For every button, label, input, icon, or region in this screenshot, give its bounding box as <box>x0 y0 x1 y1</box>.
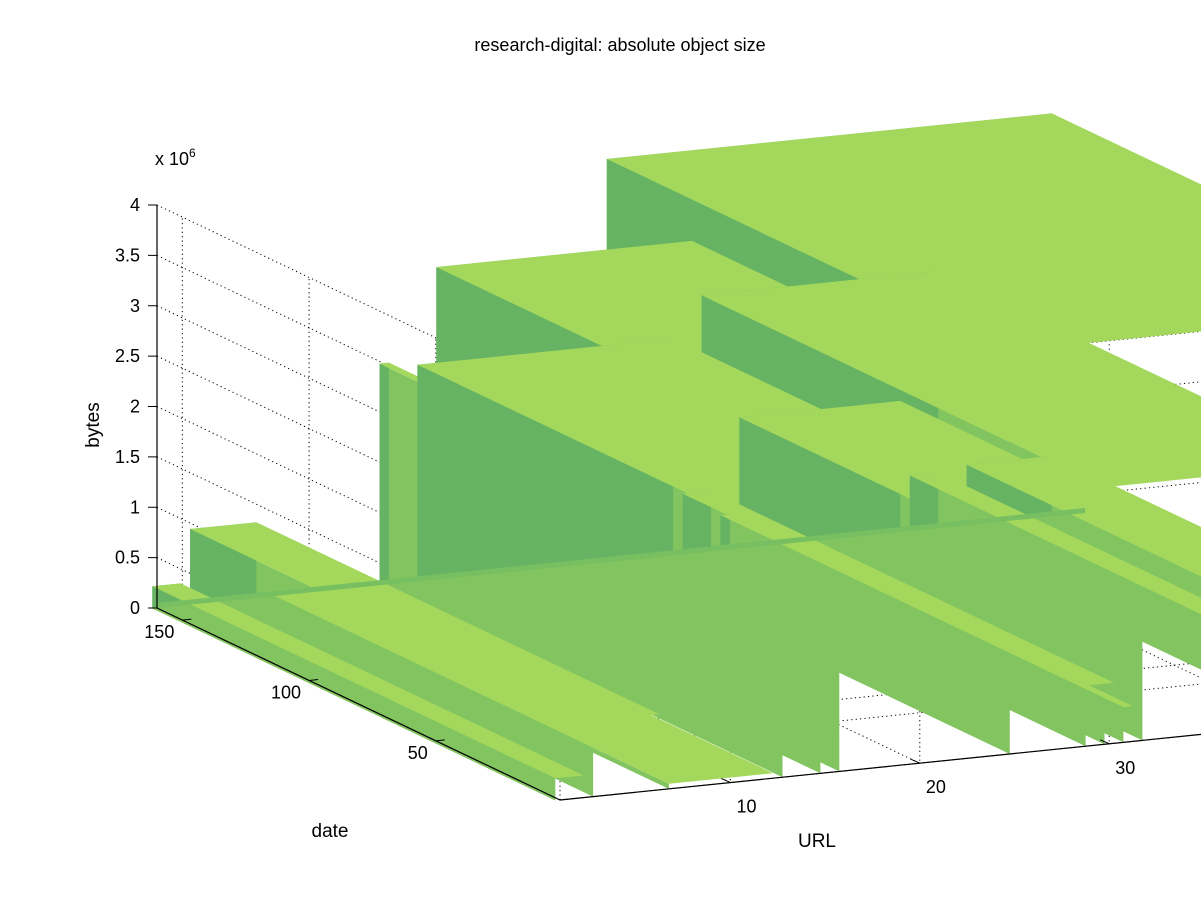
surface-wall-side <box>720 515 1124 743</box>
surface-wall-ridge <box>720 514 1133 708</box>
chart-title: research-digital: absolute object size <box>474 35 765 55</box>
axes-layer: 00.511.522.533.54501001501020304050 <box>115 195 1201 817</box>
surface-wall-ridge <box>606 113 1201 351</box>
x-tick-label: 10 <box>736 797 756 817</box>
x-axis-line <box>559 733 1201 801</box>
surface-wall-side <box>265 591 669 789</box>
z-axis-label: bytes <box>83 402 104 447</box>
x-tick-mark <box>1100 739 1110 745</box>
y-tick-mark <box>309 678 319 681</box>
surface-wall-side <box>909 475 1201 670</box>
surface-wall-ridge <box>152 583 584 779</box>
z-tick-label: 4 <box>130 195 140 215</box>
y-tick-label: 50 <box>408 743 428 763</box>
surface-wall-side <box>152 586 556 801</box>
z-tick-label: 0 <box>130 598 140 618</box>
x-axis-label: URL <box>798 831 836 852</box>
y-axis-line <box>156 607 561 801</box>
surface-wall-ridge <box>909 472 1201 615</box>
y-tick-mark <box>182 618 192 621</box>
z-tick-label: 0.5 <box>115 548 140 568</box>
surface-wall-front <box>720 514 730 551</box>
x-tick-mark <box>910 758 921 764</box>
x-tick-label: 30 <box>1115 758 1135 778</box>
surface-wall-front <box>909 472 939 531</box>
y-tick-label: 150 <box>144 622 174 642</box>
y-tick-label: 100 <box>271 682 301 702</box>
y-tick-mark <box>435 739 445 742</box>
surface-base <box>157 508 1085 608</box>
x-tick-label: 20 <box>926 777 946 797</box>
z-tick-label: 2 <box>130 397 140 417</box>
surface-wall-ridge <box>966 455 1201 577</box>
surface-wall-front <box>682 490 711 555</box>
surface-wall-front <box>379 362 389 586</box>
z-exponent-label: x 106 <box>155 146 196 169</box>
z-tick-label: 2.5 <box>115 346 140 366</box>
x-tick-mark <box>721 778 731 784</box>
z-tick-label: 1.5 <box>115 447 140 467</box>
surface-layer <box>152 113 1201 801</box>
y-axis-label: date <box>312 821 349 842</box>
surface-wall-ridge <box>701 271 1201 488</box>
z-tick-label: 3 <box>130 296 140 316</box>
z-tick-label: 3.5 <box>115 245 140 265</box>
surface-wall-ridge <box>265 581 774 784</box>
z-tick-label: 1 <box>130 497 140 517</box>
